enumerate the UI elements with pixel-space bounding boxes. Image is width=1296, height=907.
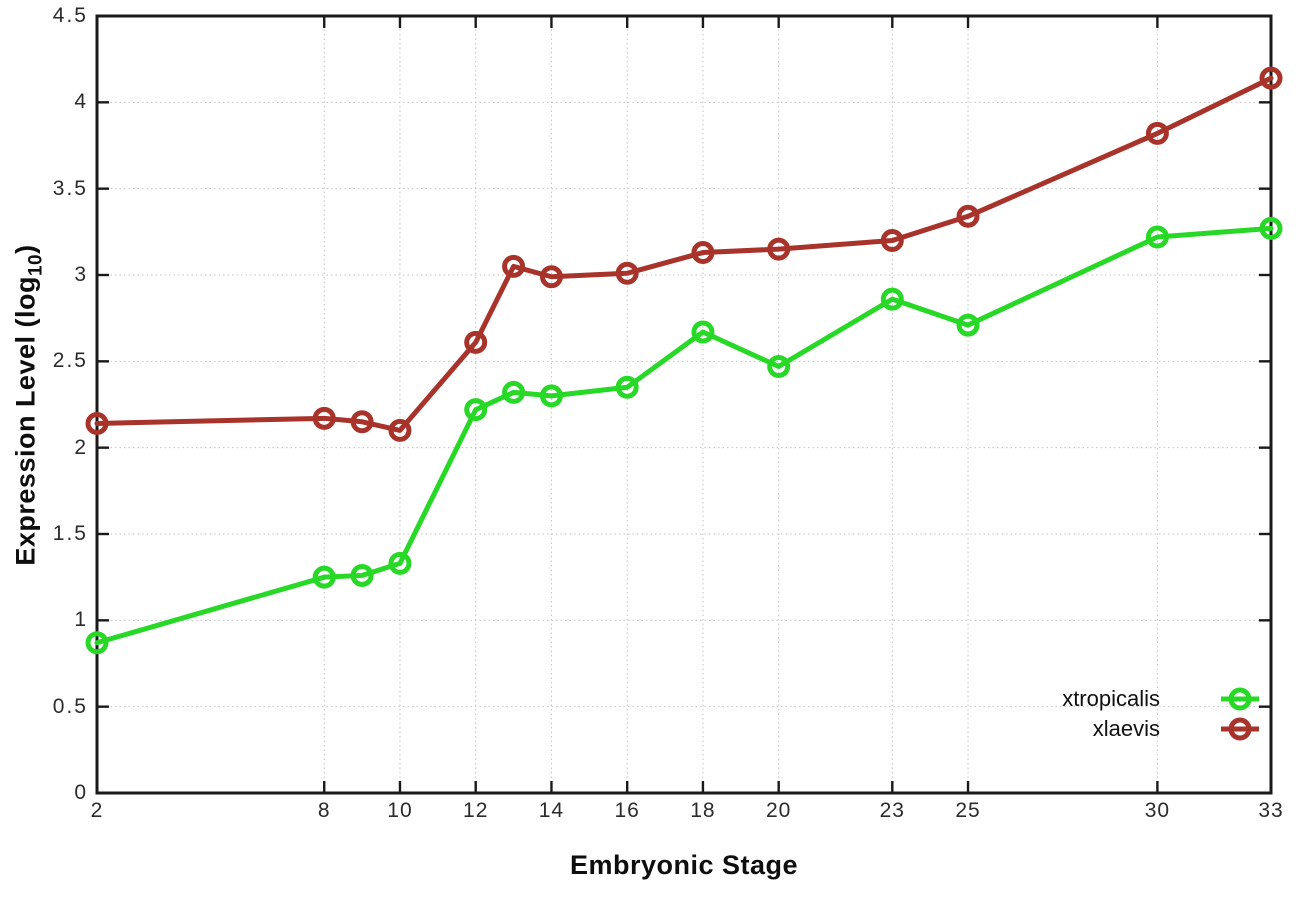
marker-xtropicalis <box>956 313 980 337</box>
x-tick-label: 12 <box>463 799 489 822</box>
legend-item-xlaevis: xlaevis <box>1062 714 1212 744</box>
x-tick-label: 16 <box>614 799 640 822</box>
plot-border <box>95 14 1273 795</box>
legend-sample-marker-xtropicalis <box>1228 687 1252 711</box>
legend: xtropicalis xlaevis <box>1062 684 1212 744</box>
marker-xtropicalis <box>767 355 791 379</box>
x-tick-label: 10 <box>387 799 413 822</box>
x-axis-title: Embryonic Stage <box>569 850 799 880</box>
marker-xlaevis <box>956 204 980 228</box>
y-axis-title-text: Expression Level (log <box>10 276 41 566</box>
marker-xtropicalis <box>1145 225 1169 249</box>
legend-item-xtropicalis: xtropicalis <box>1062 684 1212 714</box>
marker-xlaevis <box>312 406 336 430</box>
x-tick-label: 20 <box>765 799 792 822</box>
marker-xlaevis <box>691 241 715 265</box>
x-tick-label: 23 <box>879 799 905 822</box>
y-axis-title: Expression Level (log10) <box>11 244 48 565</box>
marker-xlaevis <box>388 418 412 442</box>
legend-label-xtropicalis: xtropicalis <box>1062 686 1160 711</box>
marker-xtropicalis <box>85 631 109 655</box>
marker-xtropicalis <box>312 565 336 589</box>
marker-xtropicalis <box>388 551 412 575</box>
y-tick-label: 1 <box>74 608 88 632</box>
series-line-xlaevis <box>94 75 1274 433</box>
marker-xtropicalis <box>464 398 488 422</box>
series-line-xtropicalis <box>94 225 1274 646</box>
x-tick-label: 33 <box>1258 799 1284 822</box>
marker-xtropicalis <box>1259 216 1283 240</box>
x-tick-label: 2 <box>90 799 104 822</box>
y-tick-label: 2 <box>74 435 88 459</box>
marker-xlaevis <box>880 228 904 252</box>
y-tick-label: 0 <box>74 781 88 804</box>
x-tick-label: 8 <box>317 799 331 822</box>
y-tick-label: 3.5 <box>52 176 88 200</box>
marker-xtropicalis <box>539 384 563 408</box>
marker-xtropicalis <box>615 375 639 399</box>
marker-xtropicalis <box>691 320 715 344</box>
y-axis-title-close: ) <box>10 244 41 254</box>
legend-label-xlaevis: xlaevis <box>1092 716 1160 741</box>
x-tick-label: 18 <box>690 799 716 822</box>
marker-xlaevis <box>502 254 526 278</box>
y-tick-label: 4 <box>74 90 88 114</box>
marker-xtropicalis <box>502 380 526 404</box>
y-tick-label: 2.5 <box>52 349 88 373</box>
legend-sample-marker-xlaevis <box>1228 717 1252 741</box>
x-tick-label: 14 <box>538 799 565 822</box>
marker-xlaevis <box>539 265 563 289</box>
marker-xtropicalis <box>880 287 904 311</box>
y-tick-label: 3 <box>74 263 88 286</box>
marker-xtropicalis <box>350 563 374 587</box>
marker-xlaevis <box>767 237 791 261</box>
x-tick-label: 30 <box>1144 799 1171 822</box>
y-axis-title-subscript: 10 <box>25 253 47 277</box>
y-tick-label: 1.5 <box>52 522 88 545</box>
y-tick-label: 0.5 <box>52 694 88 718</box>
marker-xlaevis <box>1259 66 1283 90</box>
x-tick-label: 25 <box>955 799 981 822</box>
marker-xlaevis <box>615 261 639 285</box>
marker-xlaevis <box>85 411 109 435</box>
marker-xlaevis <box>464 330 488 354</box>
marker-xlaevis <box>1145 121 1169 145</box>
y-tick-label: 4.5 <box>52 4 88 27</box>
marker-xlaevis <box>350 410 374 434</box>
